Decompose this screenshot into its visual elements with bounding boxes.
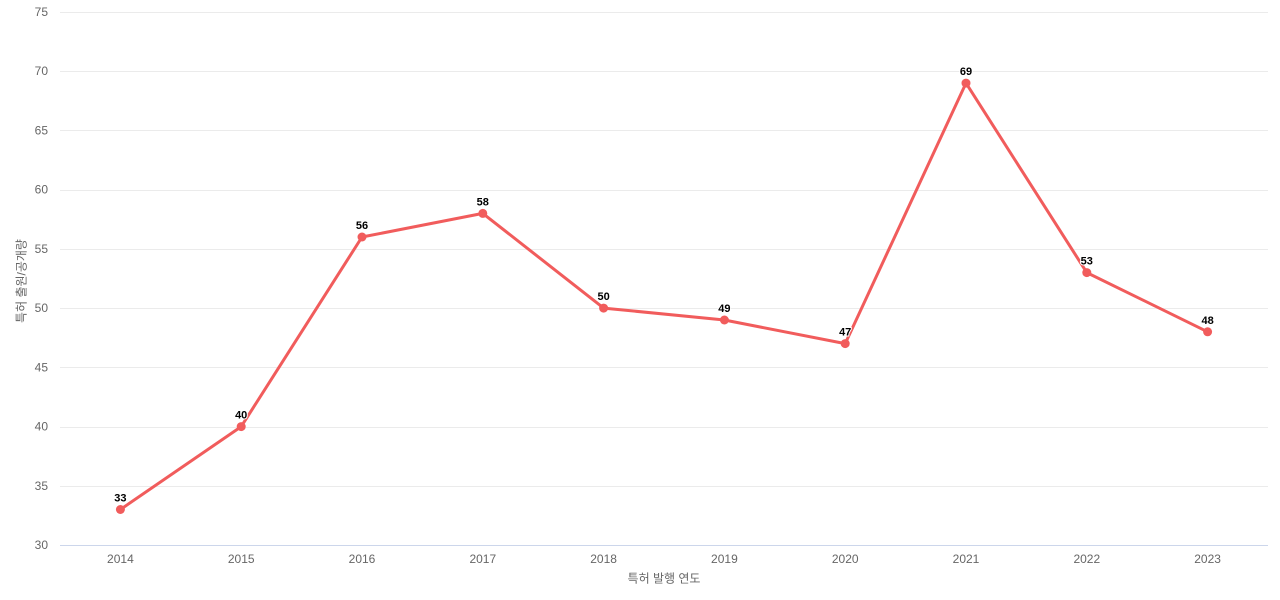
data-label-2017: 58	[477, 196, 489, 208]
x-tick-label-2019: 2019	[711, 552, 738, 566]
data-point-2016[interactable]	[357, 232, 367, 242]
y-tick-label-35: 35	[35, 479, 49, 493]
data-point-2023[interactable]	[1203, 327, 1213, 337]
y-tick-label-75: 75	[35, 5, 49, 19]
data-point-2018[interactable]	[599, 303, 609, 313]
data-point-2020[interactable]	[840, 339, 850, 349]
y-tick-label-50: 50	[35, 301, 49, 315]
data-point-2021[interactable]	[961, 78, 971, 88]
y-tick-label-65: 65	[35, 123, 49, 137]
data-point-2017[interactable]	[478, 208, 488, 218]
x-tick-label-2016: 2016	[349, 552, 376, 566]
data-point-2014[interactable]	[115, 505, 125, 514]
data-label-2023: 48	[1201, 315, 1213, 327]
data-point-2022[interactable]	[1082, 268, 1092, 278]
data-label-2022: 53	[1081, 256, 1093, 268]
series-line	[118, 81, 1210, 511]
y-tick-label-45: 45	[35, 360, 49, 374]
data-label-2015: 40	[235, 410, 247, 422]
x-tick-label-2023: 2023	[1194, 552, 1221, 566]
y-tick-label-70: 70	[35, 64, 49, 78]
x-tick-label-2021: 2021	[953, 552, 980, 566]
y-tick-label-40: 40	[35, 420, 49, 434]
y-tick-label-30: 30	[35, 538, 49, 552]
x-tick-label-2015: 2015	[228, 552, 255, 566]
data-label-2021: 69	[960, 66, 972, 78]
y-tick-label-60: 60	[35, 183, 49, 197]
x-tick-label-2020: 2020	[832, 552, 859, 566]
x-tick-label-2018: 2018	[590, 552, 617, 566]
y-tick-label-55: 55	[35, 242, 49, 256]
data-point-2015[interactable]	[236, 422, 246, 432]
data-label-2019: 49	[718, 303, 730, 315]
x-tick-label-2017: 2017	[469, 552, 496, 566]
data-label-2018: 50	[597, 291, 609, 303]
data-label-2020: 47	[839, 327, 851, 339]
data-point-2019[interactable]	[719, 315, 729, 325]
data-label-2016: 56	[356, 220, 368, 232]
data-label-2014: 33	[114, 493, 126, 505]
x-tick-label-2014: 2014	[107, 552, 134, 566]
x-tick-label-2022: 2022	[1073, 552, 1100, 566]
